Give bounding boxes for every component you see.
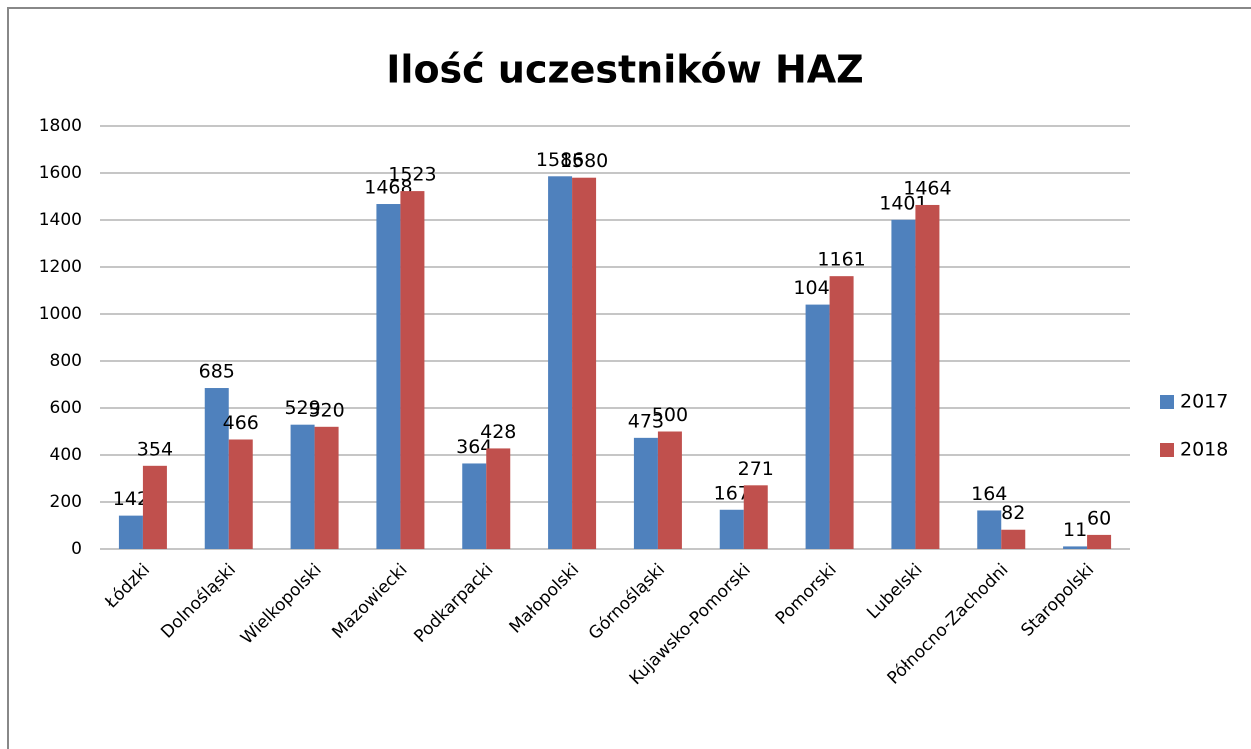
- y-tick-label: 800: [50, 351, 82, 371]
- data-label: 500: [652, 404, 688, 426]
- bar: [290, 424, 315, 549]
- bar: [486, 448, 511, 549]
- data-label: 529: [284, 397, 320, 419]
- bar: [228, 439, 253, 549]
- legend-label: 2017: [1180, 391, 1228, 413]
- data-label: 142: [113, 488, 149, 510]
- data-label: 1161: [817, 249, 865, 271]
- bar: [572, 177, 597, 549]
- data-label: 271: [738, 458, 774, 480]
- data-label: 167: [714, 482, 750, 504]
- y-tick-label: 1200: [39, 257, 82, 277]
- bar: [462, 463, 487, 549]
- data-label: 354: [137, 438, 173, 460]
- bar: [657, 431, 682, 549]
- bar: [891, 219, 916, 549]
- bar: [915, 204, 940, 549]
- data-label: 82: [1001, 502, 1025, 524]
- chart-frame: [7, 7, 1251, 749]
- data-label: 466: [223, 412, 259, 434]
- chart-title: Ilość uczestników HAZ: [386, 48, 863, 92]
- y-tick-label: 1800: [39, 116, 82, 136]
- data-label: 11: [1063, 519, 1087, 541]
- bar: [977, 510, 1002, 549]
- data-label: 1580: [560, 150, 608, 172]
- bar: [204, 388, 229, 549]
- bar: [1087, 534, 1112, 549]
- bar: [400, 191, 425, 549]
- bar: [805, 304, 830, 549]
- bar: [376, 204, 401, 549]
- data-label: 428: [480, 421, 516, 443]
- bar: [829, 276, 854, 549]
- bar: [633, 437, 658, 549]
- bar: [743, 485, 768, 549]
- data-label: 473: [628, 410, 664, 432]
- legend-label: 2018: [1180, 439, 1228, 461]
- y-tick-label: 400: [50, 445, 82, 465]
- y-tick-label: 200: [50, 492, 82, 512]
- y-tick-label: 1600: [39, 163, 82, 183]
- bar: [314, 426, 339, 549]
- y-tick-label: 1000: [39, 304, 82, 324]
- data-label: 164: [971, 483, 1007, 505]
- bar: [719, 509, 744, 549]
- bar: [548, 176, 573, 550]
- legend-swatch: [1160, 395, 1174, 409]
- bar: [142, 465, 167, 549]
- y-tick-label: 0: [71, 539, 82, 559]
- data-label: 1586: [536, 149, 584, 171]
- data-label: 60: [1087, 507, 1111, 529]
- y-tick-label: 1400: [39, 210, 82, 230]
- data-label: 364: [456, 436, 492, 458]
- data-label: 1464: [903, 177, 951, 199]
- y-tick-label: 600: [50, 398, 82, 418]
- data-label: 685: [199, 361, 235, 383]
- data-label: 520: [308, 399, 344, 421]
- bar: [1063, 546, 1088, 549]
- legend-swatch: [1160, 443, 1174, 457]
- bar: [1001, 529, 1026, 549]
- bar: [118, 515, 143, 549]
- data-label: 1523: [388, 164, 436, 186]
